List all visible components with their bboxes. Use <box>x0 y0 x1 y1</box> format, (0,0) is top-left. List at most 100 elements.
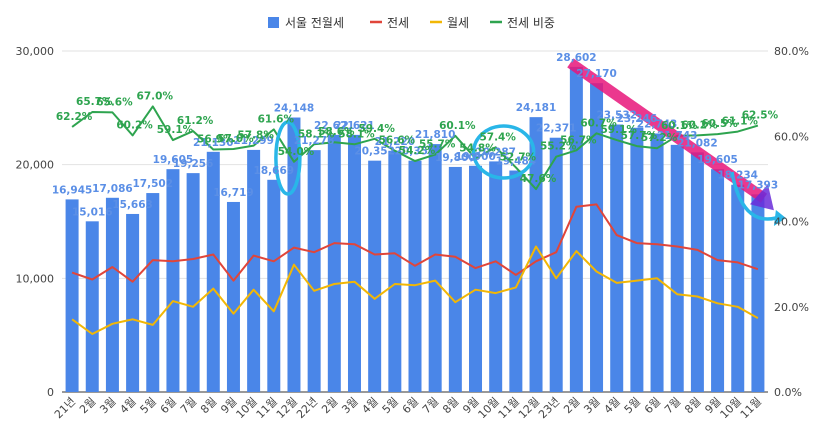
y-right-tick-label: 0.0% <box>774 386 802 399</box>
circle-annotation-2 <box>471 124 536 180</box>
bar <box>307 150 321 392</box>
share-value-label: 57.4% <box>479 131 516 143</box>
y-right-tick-label: 60.0% <box>774 130 809 143</box>
share-value-label: 47.6% <box>520 173 557 185</box>
x-tick-label: 7월 <box>420 395 441 416</box>
bar-value-label: 20,352 <box>354 146 395 158</box>
share-value-label: 59.1% <box>600 124 637 136</box>
y-left-tick-label: 10,000 <box>16 272 55 285</box>
y-right-tick-label: 80.0% <box>774 45 809 58</box>
bar <box>206 151 220 392</box>
bar-value-label: 23,532 <box>596 110 637 122</box>
x-tick-label: 5월 <box>380 395 401 416</box>
bar <box>711 169 725 392</box>
bar-value-label: 23,246 <box>617 113 658 125</box>
bar-value-label: 15,016 <box>72 206 113 218</box>
bar <box>65 199 79 392</box>
share-value-label: 55.7% <box>419 139 456 151</box>
bar <box>670 144 684 392</box>
bar-value-label: 22,621 <box>314 120 355 132</box>
bar-value-label: 19,800 <box>435 152 476 164</box>
share-value-label: 58.1% <box>298 128 335 140</box>
bar-value-label: 16,945 <box>52 184 93 196</box>
bar-value-label: 17,086 <box>92 183 133 195</box>
circle-annotation-1 <box>274 120 302 196</box>
bar-value-label: 17,393 <box>738 179 779 191</box>
x-tick-label: 5월 <box>138 395 159 416</box>
bar <box>469 165 483 392</box>
bar-value-label: 19,605 <box>153 154 194 166</box>
bar-value-label: 21,278 <box>294 135 335 147</box>
x-tick-label: 8월 <box>198 395 219 416</box>
bar <box>368 160 382 392</box>
bar <box>126 213 140 392</box>
share-value-label: 65.6% <box>96 96 133 108</box>
share-value-label: 60.5% <box>701 118 738 130</box>
share-value-label: 65.7% <box>76 96 113 108</box>
bar-value-label: 21,082 <box>677 137 718 149</box>
bar <box>247 149 261 392</box>
x-tick-label: 7월 <box>662 395 683 416</box>
bar-value-label: 18,234 <box>717 170 758 182</box>
legend: 서울 전월세 전세 월세 전세 비중 <box>268 16 555 30</box>
line-전세 <box>71 203 759 283</box>
bar-value-label: 27,170 <box>576 68 617 80</box>
x-tick-label: 12월 <box>516 395 542 421</box>
bar <box>347 134 361 392</box>
share-value-label: 59.1% <box>157 124 194 136</box>
share-value-label: 57.8% <box>237 130 274 142</box>
x-tick-label: 6월 <box>642 395 663 416</box>
share-value-label: 60.2% <box>681 119 718 131</box>
bar-value-label: 20,287 <box>475 146 516 158</box>
bar <box>428 144 442 392</box>
legend-label-wolse: 월세 <box>447 16 469 30</box>
share-value-label: 59.4% <box>358 123 395 135</box>
share-value-label: 54.2% <box>399 145 436 157</box>
bar <box>267 179 281 392</box>
share-value-label: 58.6% <box>318 126 355 138</box>
x-tick-label: 11월 <box>254 395 280 421</box>
bar-value-label: 22,371 <box>536 123 577 135</box>
bar <box>690 152 704 392</box>
bar <box>549 137 563 392</box>
bar-value-label: 21,810 <box>415 129 456 141</box>
bar <box>630 127 644 392</box>
bar-value-label: 18,669 <box>254 165 295 177</box>
y-left-tick-label: 20,000 <box>16 159 55 172</box>
bar <box>751 194 765 392</box>
share-value-label: 54.0% <box>278 146 315 158</box>
bar-value-label: 24,148 <box>274 103 315 115</box>
legend-label-jeonse: 전세 <box>387 16 409 30</box>
x-tick-label: 5월 <box>622 395 643 416</box>
bar-value-label: 19,900 <box>455 151 496 163</box>
bar <box>731 184 745 392</box>
x-tick-label: 6월 <box>400 395 421 416</box>
bar <box>146 193 160 392</box>
bar <box>85 221 99 392</box>
share-value-label: 55.2% <box>540 141 577 153</box>
share-value-label: 62.5% <box>742 110 779 122</box>
x-tick-label: 23년 <box>536 395 562 421</box>
x-tick-label: 4월 <box>117 395 138 416</box>
y-left-tick-label: 30,000 <box>16 45 55 58</box>
x-tick-label: 8월 <box>440 395 461 416</box>
share-value-label: 62.2% <box>56 111 93 123</box>
x-tick-label: 10월 <box>718 395 744 421</box>
x-tick-label: 3월 <box>97 395 118 416</box>
bar <box>650 133 664 392</box>
bar-value-label: 24,181 <box>516 102 557 114</box>
share-value-label: 61.2% <box>177 115 214 127</box>
x-tick-label: 21년 <box>52 395 78 421</box>
curved-arrow-head <box>773 210 786 226</box>
x-tick-label: 3월 <box>581 395 602 416</box>
bar <box>408 160 422 392</box>
legend-label-total: 서울 전월세 <box>285 16 344 30</box>
share-value-label: 60.1% <box>439 120 476 132</box>
share-value-label: 61.6% <box>258 113 295 125</box>
x-tick-label: 2월 <box>319 395 340 416</box>
highlight-arrow-head <box>749 184 774 211</box>
legend-label-share: 전세 비중 <box>507 16 555 30</box>
share-value-label: 56.9% <box>197 133 234 145</box>
share-value-label: 67.0% <box>137 90 174 102</box>
bar <box>105 197 119 392</box>
